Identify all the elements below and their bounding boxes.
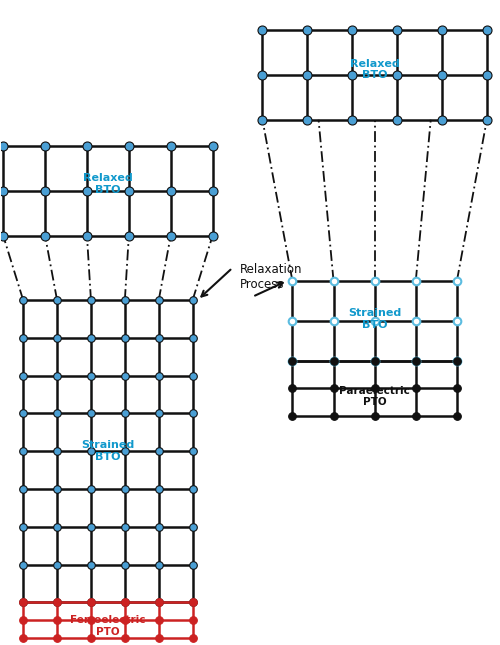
Text: Relaxed
BTO: Relaxed BTO: [350, 59, 400, 81]
Text: Strained
BTO: Strained BTO: [348, 308, 402, 330]
Text: Relaxation
Process: Relaxation Process: [240, 263, 302, 292]
Text: Strained
BTO: Strained BTO: [82, 441, 134, 462]
Text: Paraelectric
PTO: Paraelectric PTO: [339, 386, 410, 407]
Text: Relaxed
BTO: Relaxed BTO: [83, 174, 133, 195]
Text: Ferroelectric
PTO: Ferroelectric PTO: [70, 615, 146, 637]
